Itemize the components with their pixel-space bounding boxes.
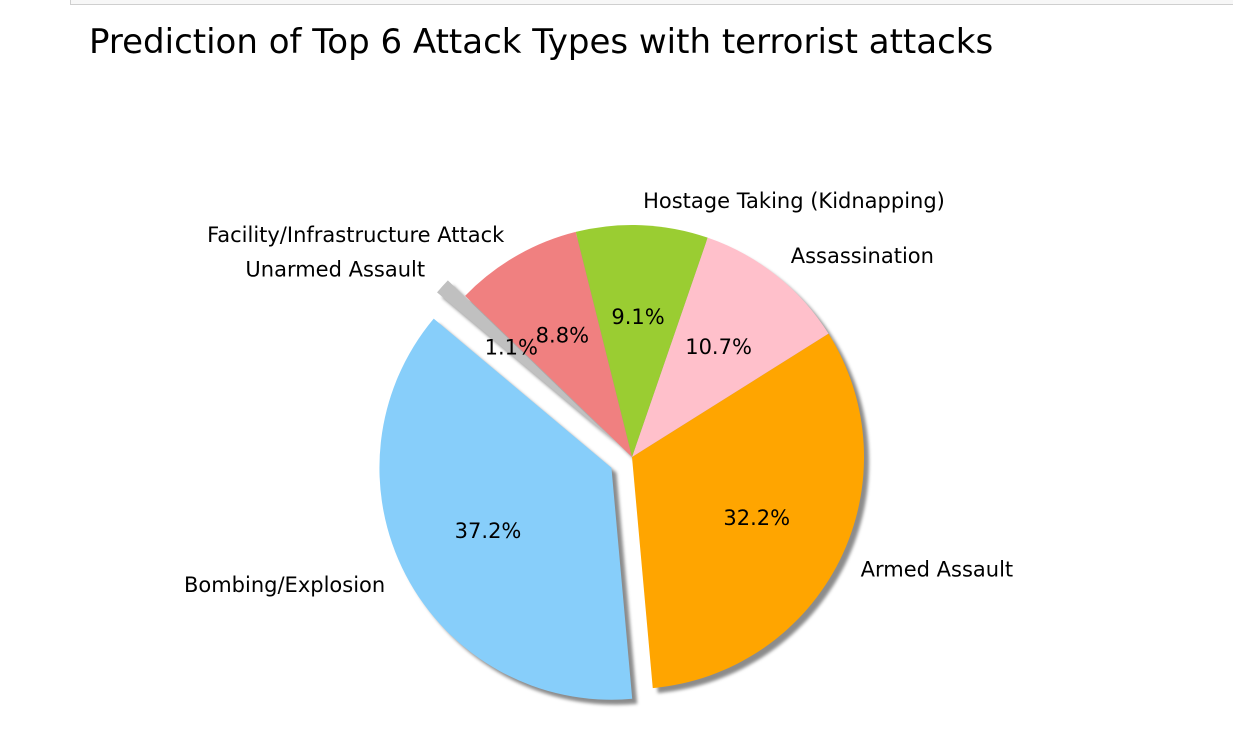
pct-unarmed-assault: 1.1%	[485, 335, 538, 359]
pct-bombing-explosion: 37.2%	[455, 519, 522, 543]
slice-armed-assault	[632, 333, 864, 689]
slice-facility-infrastructure-attack	[465, 231, 632, 457]
slice-hostage-taking-kidnapping	[575, 225, 708, 457]
cell-output-frame	[70, 0, 1233, 5]
pct-armed-assault: 32.2%	[723, 506, 790, 530]
label-facility-infrastructure-attack: Facility/Infrastructure Attack	[207, 223, 505, 247]
label-armed-assault: Armed Assault	[861, 557, 1014, 581]
label-assassination: Assassination	[791, 244, 934, 268]
slice-bombing-explosion	[379, 318, 633, 700]
label-unarmed-assault: Unarmed Assault	[245, 258, 425, 282]
pct-hostage-taking-kidnapping: 9.1%	[611, 305, 664, 329]
chart-title: Prediction of Top 6 Attack Types with te…	[89, 22, 994, 62]
cell-output-frame-edge	[70, 0, 71, 5]
label-hostage-taking-kidnapping: Hostage Taking (Kidnapping)	[643, 189, 945, 213]
label-bombing-explosion: Bombing/Explosion	[184, 573, 385, 597]
pct-assassination: 10.7%	[685, 335, 752, 359]
slice-unarmed-assault	[437, 280, 615, 442]
slice-percent-labels: 37.2% 32.2% 10.7% 9.1% 8.8%1.1%	[455, 305, 790, 543]
slice-assassination	[632, 237, 829, 457]
slice-labels: Bombing/Explosion Armed Assault Assassinat…	[184, 189, 1013, 597]
pct-facility-infrastructure-attack: 8.8%	[536, 323, 589, 347]
pie-slices	[379, 225, 864, 700]
